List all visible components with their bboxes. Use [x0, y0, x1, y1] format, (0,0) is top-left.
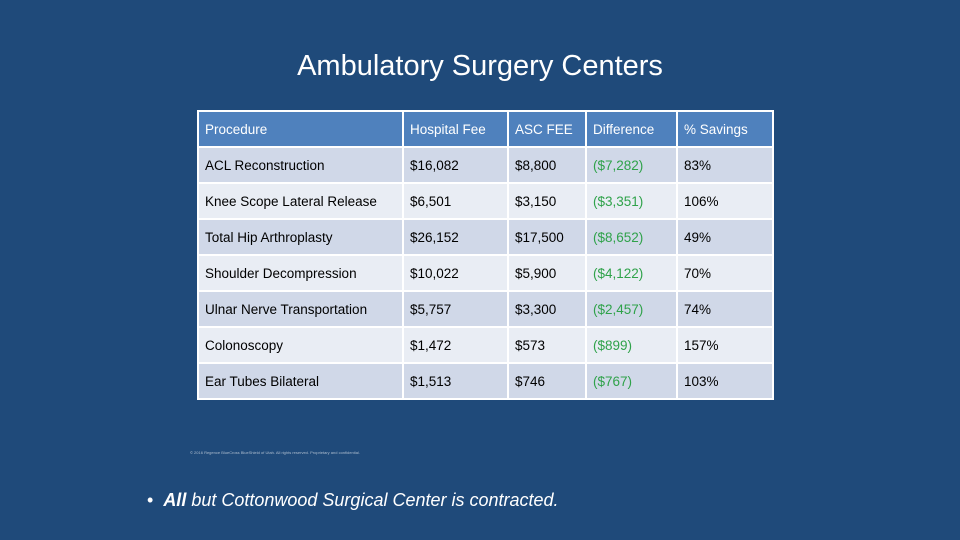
- bullet-text: but Cottonwood Surgical Center is contra…: [186, 490, 559, 510]
- cell-savings: 49%: [676, 218, 774, 256]
- cell-hospital-fee: $6,501: [402, 182, 509, 220]
- table-row: ACL Reconstruction $16,082 $8,800 ($7,28…: [197, 146, 774, 184]
- cell-asc-fee: $8,800: [507, 146, 587, 184]
- cell-hospital-fee: $10,022: [402, 254, 509, 292]
- cell-asc-fee: $573: [507, 326, 587, 364]
- header-asc-fee: ASC FEE: [507, 110, 587, 148]
- cell-asc-fee: $746: [507, 362, 587, 400]
- cell-procedure: Ulnar Nerve Transportation: [197, 290, 404, 328]
- cell-difference: ($4,122): [585, 254, 678, 292]
- header-savings: % Savings: [676, 110, 774, 148]
- cell-hospital-fee: $26,152: [402, 218, 509, 256]
- table-row: Colonoscopy $1,472 $573 ($899) 157%: [197, 326, 774, 364]
- cell-hospital-fee: $1,472: [402, 326, 509, 364]
- header-difference: Difference: [585, 110, 678, 148]
- cell-savings: 74%: [676, 290, 774, 328]
- cell-procedure: Ear Tubes Bilateral: [197, 362, 404, 400]
- cell-savings: 106%: [676, 182, 774, 220]
- table-row: Ulnar Nerve Transportation $5,757 $3,300…: [197, 290, 774, 328]
- cell-difference: ($899): [585, 326, 678, 364]
- bullet-point: • All but Cottonwood Surgical Center is c…: [147, 490, 559, 511]
- cell-asc-fee: $17,500: [507, 218, 587, 256]
- cell-difference: ($3,351): [585, 182, 678, 220]
- cell-difference: ($7,282): [585, 146, 678, 184]
- header-procedure: Procedure: [197, 110, 404, 148]
- table-row: Ear Tubes Bilateral $1,513 $746 ($767) 1…: [197, 362, 774, 400]
- fee-comparison-table: Procedure Hospital Fee ASC FEE Differenc…: [197, 110, 774, 400]
- table-row: Shoulder Decompression $10,022 $5,900 ($…: [197, 254, 774, 292]
- copyright-footnote: © 2016 Regence BlueCross BlueShield of U…: [190, 450, 360, 455]
- cell-procedure: ACL Reconstruction: [197, 146, 404, 184]
- cell-savings: 83%: [676, 146, 774, 184]
- cell-procedure: Colonoscopy: [197, 326, 404, 364]
- cell-hospital-fee: $1,513: [402, 362, 509, 400]
- cell-procedure: Shoulder Decompression: [197, 254, 404, 292]
- table-header-row: Procedure Hospital Fee ASC FEE Differenc…: [197, 110, 774, 148]
- cell-procedure: Knee Scope Lateral Release: [197, 182, 404, 220]
- cell-savings: 103%: [676, 362, 774, 400]
- cell-difference: ($2,457): [585, 290, 678, 328]
- bullet-emphasis: All: [163, 490, 187, 510]
- bullet-icon: •: [147, 490, 154, 510]
- header-hospital-fee: Hospital Fee: [402, 110, 509, 148]
- cell-difference: ($767): [585, 362, 678, 400]
- slide-title: Ambulatory Surgery Centers: [297, 50, 663, 82]
- cell-asc-fee: $5,900: [507, 254, 587, 292]
- cell-asc-fee: $3,300: [507, 290, 587, 328]
- cell-procedure: Total Hip Arthroplasty: [197, 218, 404, 256]
- table-row: Total Hip Arthroplasty $26,152 $17,500 (…: [197, 218, 774, 256]
- cell-savings: 70%: [676, 254, 774, 292]
- cell-savings: 157%: [676, 326, 774, 364]
- cell-hospital-fee: $5,757: [402, 290, 509, 328]
- table-row: Knee Scope Lateral Release $6,501 $3,150…: [197, 182, 774, 220]
- cell-difference: ($8,652): [585, 218, 678, 256]
- cell-hospital-fee: $16,082: [402, 146, 509, 184]
- cell-asc-fee: $3,150: [507, 182, 587, 220]
